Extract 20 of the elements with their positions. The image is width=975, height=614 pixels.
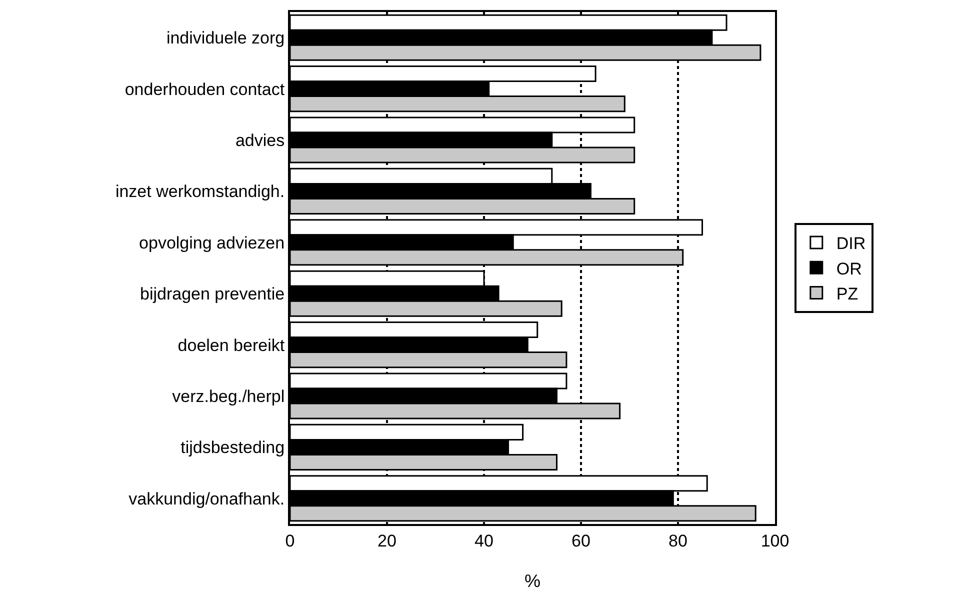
y-tick-label: individuele zorg	[166, 28, 285, 48]
y-tick-label: verz.beg./herpl	[172, 386, 285, 406]
y-tick-label: tijdsbesteding	[180, 438, 285, 458]
y-tick-label: opvolging adviezen	[139, 233, 285, 252]
x-tick-label: 100	[760, 531, 790, 550]
legend-label: PZ	[836, 284, 858, 304]
x-tick-label: 80	[668, 531, 688, 550]
legend-label: DIR	[836, 234, 866, 254]
x-tick-label: 20	[378, 531, 396, 550]
y-tick-label: inzet werkomstandigh.	[115, 182, 285, 202]
y-tick-label: advies	[235, 130, 285, 150]
x-axis-title: %	[524, 571, 541, 591]
x-tick-label: 0	[285, 531, 295, 550]
y-tick-label: onderhouden contact	[124, 80, 285, 99]
x-tick-label: 60	[572, 531, 590, 550]
y-tick-label: bijdragen preventie	[140, 284, 285, 304]
y-tick-label: vakkundig/onafhank.	[128, 489, 285, 508]
x-tick-label: 40	[474, 531, 494, 550]
y-tick-label: doelen bereikt	[178, 336, 285, 355]
legend-label: OR	[836, 259, 862, 278]
